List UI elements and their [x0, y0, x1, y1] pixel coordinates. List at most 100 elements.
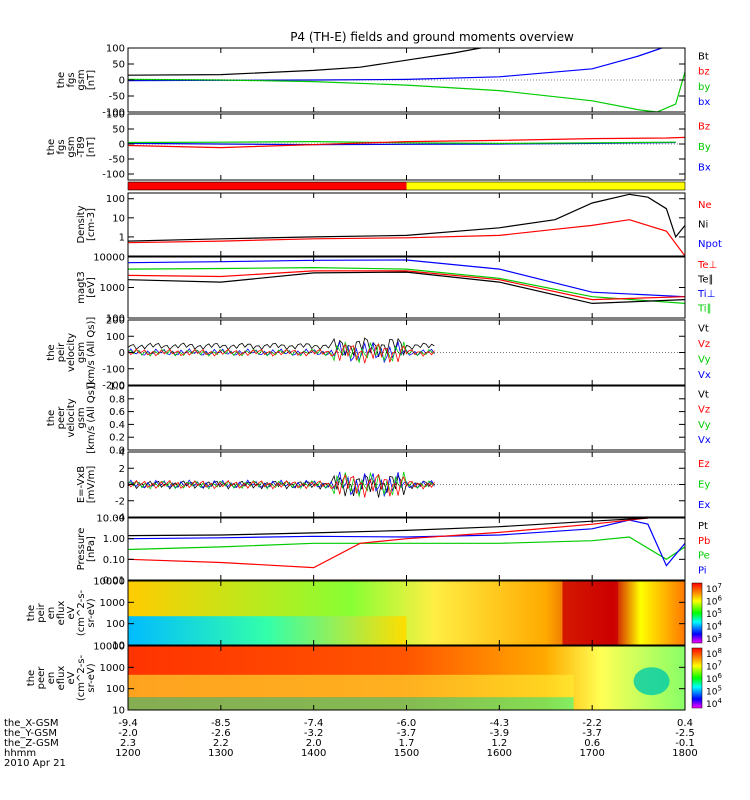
y-axis-label: Pressure: [76, 528, 87, 571]
y-axis-label: eV: [66, 606, 77, 619]
y-tick-label: 10.00: [96, 514, 125, 525]
series-line-ti-temp: [127, 266, 686, 304]
y-tick-label: 50: [112, 60, 125, 71]
y-axis-label: the: [26, 605, 37, 621]
y-axis-label: gsm: [76, 407, 87, 428]
y-axis-label: sr-eV): [86, 598, 97, 627]
legend-entry: Ti⊥: [697, 289, 715, 300]
x-axis-value: 1300: [208, 748, 233, 759]
y-axis-label: [eV]: [86, 277, 97, 298]
y-axis-label: fgs: [56, 139, 67, 154]
y-tick-label: -100: [102, 170, 125, 181]
y-tick-label: 0.2: [109, 433, 125, 444]
y-axis-label: the: [56, 72, 67, 88]
x-axis-value: -9.4: [118, 718, 138, 729]
x-axis-value: -7.4: [304, 718, 324, 729]
y-axis-label: the: [46, 410, 57, 426]
spectrogram-ion-peak: [562, 581, 619, 645]
legend-entry: Vz: [698, 339, 710, 350]
x-axis-value: 1.7: [399, 738, 415, 749]
y-tick-label: 1000: [100, 283, 125, 294]
y-axis-label: [nT]: [86, 70, 97, 90]
series-line-ne-ne: [127, 219, 686, 257]
spectrogram-electron-low: [128, 697, 574, 710]
x-axis-value: -3.9: [490, 728, 510, 739]
x-axis-value: 0.4: [677, 718, 693, 729]
x-axis-value: 1500: [394, 748, 419, 759]
panel-frame: [127, 385, 686, 451]
colorbar-label: 104: [706, 697, 722, 710]
x-axis-value: 1700: [579, 748, 604, 759]
colorbar-label: 105: [706, 607, 722, 620]
legend-entry: Bt: [698, 51, 709, 62]
y-axis-label: E=-VxB: [76, 466, 87, 503]
y-tick-label: 0: [119, 76, 125, 87]
y-axis-label: peer: [36, 666, 47, 690]
series-line-te-temp: [127, 271, 686, 305]
y-tick-label: 0.6: [109, 407, 125, 418]
y-tick-label: 0.10: [103, 555, 125, 566]
series-line-te-temp: [127, 270, 686, 301]
y-tick-label: 1000: [100, 663, 125, 674]
spectrogram-ion-low: [128, 616, 407, 645]
y-tick-label: 100: [106, 44, 125, 55]
y-tick-label: 0: [119, 348, 125, 359]
legend-entry: bz: [698, 67, 710, 78]
x-axis-value: -2.0: [118, 728, 138, 739]
y-tick-label: 10000: [93, 642, 125, 653]
legend-entry: Pi: [698, 565, 707, 576]
y-tick-label: 4: [119, 448, 125, 459]
y-axis-label: the: [26, 670, 37, 686]
x-axis-value: -6.0: [397, 718, 417, 729]
y-tick-label: 1000: [100, 598, 125, 609]
y-axis-label: peir: [36, 602, 47, 622]
x-axis-value: 2.0: [306, 738, 322, 749]
legend-entry: Bx: [698, 163, 711, 174]
x-axis-value: 1400: [301, 748, 326, 759]
y-axis-label: sr-eV): [86, 663, 97, 692]
y-tick-label: -100: [102, 364, 125, 375]
colorbar: [691, 582, 703, 644]
y-tick-label: 0.0: [109, 446, 125, 457]
y-axis-label: [km/s (All Qs)]: [86, 317, 97, 389]
colorbar-label: 106: [706, 595, 722, 608]
y-tick-label: 2: [119, 464, 125, 475]
colorbar-label: 108: [706, 647, 722, 660]
y-axis-label: the: [46, 139, 57, 155]
y-axis-label: (cm^2-s-: [76, 654, 87, 701]
legend-entry: Pb: [698, 536, 710, 547]
colorbar-label: 106: [706, 672, 722, 685]
colorbar-label: 104: [706, 620, 722, 633]
y-tick-label: 0: [119, 140, 125, 151]
colorbar-label: 103: [706, 632, 722, 645]
series-line-ni-ne: [127, 193, 686, 242]
chart-title: P4 (TH-E) fields and ground moments over…: [290, 30, 574, 44]
y-tick-label: 0.01: [103, 576, 125, 587]
colorbar-label: 107: [706, 582, 722, 595]
x-axis-value: 1600: [487, 748, 512, 759]
y-tick-label: 100: [106, 684, 125, 695]
series-line-bz-fgs_t89: [127, 136, 686, 149]
legend-entry: Pt: [698, 521, 708, 532]
x-axis-value: -3.7: [582, 728, 602, 739]
legend-entry: Ti∥: [697, 303, 712, 314]
x-axis-value: -2.6: [211, 728, 231, 739]
x-axis-value: 1200: [115, 748, 140, 759]
legend-entry: By: [698, 142, 711, 153]
legend-entry: Pe: [698, 551, 710, 562]
status-bar-segment: [128, 182, 407, 190]
x-axis-value: 1.2: [491, 738, 507, 749]
x-axis-value: 1800: [672, 748, 697, 759]
legend-entry: Vx: [698, 370, 711, 381]
x-axis-value: -3.7: [397, 728, 417, 739]
legend-entry: Npot: [698, 239, 722, 250]
y-axis-label: velocity: [66, 398, 77, 437]
x-axis-value: -4.3: [490, 718, 510, 729]
y-tick-label: 50: [112, 125, 125, 136]
y-tick-label: 200: [106, 316, 125, 327]
y-axis-label: -T89: [76, 136, 87, 158]
y-axis-label: gsm: [76, 69, 87, 90]
y-axis-label: (cm^2-s-: [76, 589, 87, 636]
series-line-bt-fgs: [127, 47, 481, 76]
